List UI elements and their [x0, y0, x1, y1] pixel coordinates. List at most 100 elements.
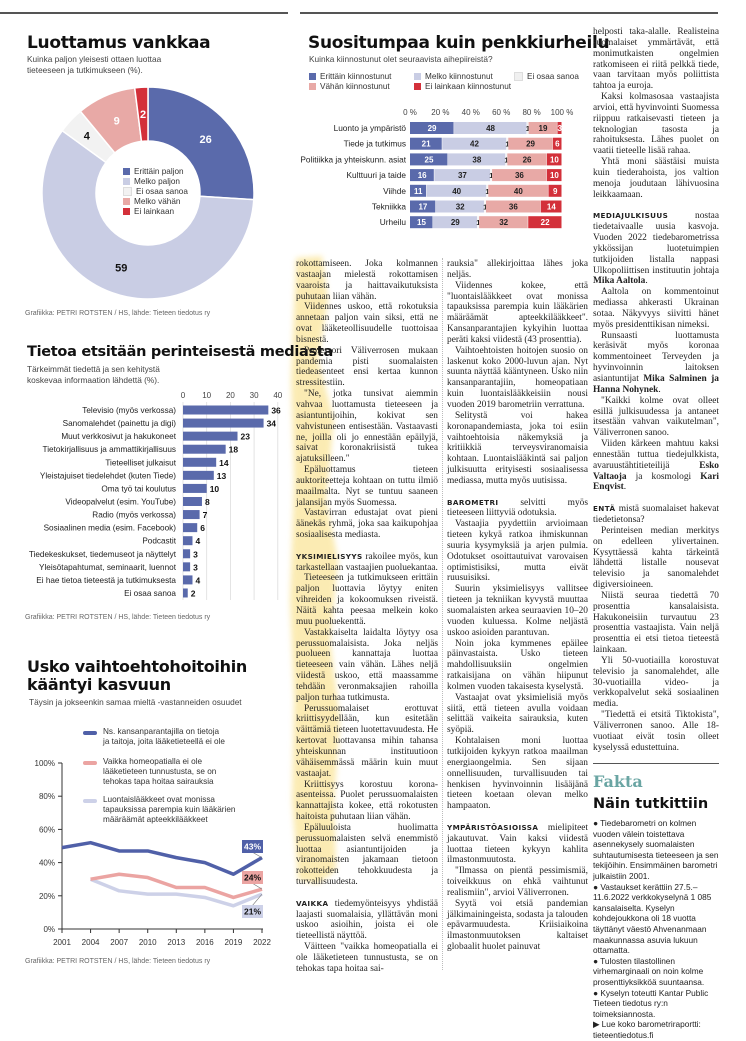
- bar-value-label: 4: [195, 575, 200, 585]
- pie-chart-title: Luottamus vankkaa: [27, 33, 211, 53]
- article-column-1: rokottamiseen. Joka kolmannen vastaajan …: [296, 259, 438, 975]
- category-label: Sosiaalinen media (esim. Facebook): [44, 524, 177, 533]
- paragraph-text: Epäluottamus tieteen auktoriteetteja koh…: [296, 465, 438, 508]
- legend-label: Ei osaa sanoa: [527, 71, 579, 81]
- legend-item: Melko paljon: [123, 176, 188, 186]
- bar: [183, 483, 207, 493]
- paragraph: "Ilmassa on pientä pessimismiä, toiveikk…: [447, 866, 588, 899]
- legend-label-line: Vaikka homeopatialla ei ole: [103, 757, 203, 766]
- legend-label-line: ja taitoja, joita lääketieteellä ei ole: [103, 737, 225, 746]
- legend-label-line: Ns. kansanparantajilla on tietoja: [103, 727, 220, 736]
- bar-value-label: 13: [217, 471, 227, 481]
- stacked-bar-segment: [486, 200, 541, 213]
- category-label: Tietokirjallisuus ja ammattikirjallisuus: [43, 445, 176, 454]
- paragraph-text: rakoilee myös, kun tarkastellaan vastaaj…: [296, 551, 438, 573]
- person-name: Kari Enqvist: [593, 471, 719, 493]
- x-tick-label: 60 %: [492, 108, 510, 117]
- stacked-legend: Erittäin kiinnostunut Melko kiinnostunut E…: [309, 71, 589, 91]
- stacked-bar-segment: [435, 200, 484, 213]
- bar-value-label: 34: [267, 419, 277, 429]
- stacked-bar-segment: [528, 216, 562, 229]
- paragraph: "Tiedettä ei etsitä Tiktokista", Väliver…: [593, 710, 719, 753]
- category-label: Ei osaa sanoa: [124, 589, 176, 598]
- paragraph-text: Syytä voi etsiä pandemian jälkimainingei…: [447, 898, 588, 953]
- paragraph: Professori Väliverrosen mukaan pandemia …: [296, 346, 438, 389]
- paragraph: rokottamiseen. Joka kolmannen vastaajan …: [296, 259, 438, 302]
- stacked-bar-segment: [477, 216, 479, 229]
- column-divider: [442, 258, 443, 970]
- paragraph: Noin joka kymmenes epäilee päinvastaista…: [447, 639, 588, 693]
- legend-swatch: [123, 177, 130, 185]
- paragraph-text: Vastaajia pyydettiin arvioimaan tieteen …: [447, 519, 588, 584]
- paragraph: Viiden kärkeen mahtuu kaksi ennestään tu…: [593, 439, 719, 493]
- legend-label-line: lääketieteen tunnustusta, se on: [103, 767, 217, 776]
- x-tick-label: 20: [226, 391, 235, 400]
- segment-value-label: 25: [425, 155, 434, 164]
- legend-swatch: [309, 72, 316, 80]
- bar: [183, 457, 217, 467]
- paragraph-text: Kohtalaisen moni luottaa tutkijoiden kyk…: [447, 736, 588, 812]
- stacked-bar-segment: [505, 153, 507, 166]
- segment-value-label: 1: [483, 203, 487, 212]
- stacked-bar-segment: [410, 169, 434, 182]
- stacked-bar-segment: [433, 216, 478, 229]
- media-chart-subtitle: Tärkeimmät tiedettä ja sen kehitystä kos…: [27, 364, 160, 385]
- stacked-bar-segment: [410, 216, 433, 229]
- stacked-bar-segment: [410, 153, 448, 166]
- legend-item: Melko vähän: [123, 196, 188, 206]
- segment-value-label: 14: [547, 203, 556, 212]
- paragraph-text: Perussuomalaiset erottuvat kriittisyydel…: [296, 703, 438, 779]
- category-label: Kulttuuri ja taide: [347, 170, 407, 180]
- paragraph: Viidennes kokee, että "luontaislääkkeet …: [447, 281, 588, 346]
- paragraph-text: Kaksi kolmasosaa vastaajista arvioi, ett…: [593, 92, 719, 157]
- category-label: Yleisötapahtumat, seminaarit, luennot: [39, 563, 177, 572]
- x-tick-label: 0: [181, 391, 186, 400]
- legend-label-line: tapauksissa parempia kuin lääkärien: [103, 805, 236, 814]
- paragraph-text: Professori Väliverrosen mukaan pandemia …: [296, 345, 438, 389]
- segment-value-label: 15: [417, 218, 426, 227]
- legend-item: Vähän kiinnostunut: [309, 81, 414, 91]
- paragraph: Selitystä voi hakea koronapandemiasta, j…: [447, 411, 588, 487]
- x-tick-label: 40 %: [462, 108, 480, 117]
- paragraph: Kriittisyys korostuu korona-asenteissa. …: [296, 780, 438, 823]
- legend-item: Erittäin kiinnostunut: [309, 71, 414, 81]
- paragraph-text: Noin joka kymmenes epäilee päinvastaista…: [447, 638, 588, 692]
- x-tick-label: 2016: [196, 938, 214, 947]
- person-name: Mika Salminen ja Hanna Nohynek: [593, 374, 719, 395]
- line-chart-title: Usko vaihtoehtohoitoihin kääntyi kasvuun: [27, 658, 247, 694]
- paragraph-text: Perinteisen median merkitys on edelleen …: [593, 525, 719, 591]
- x-tick-label: 2022: [253, 938, 271, 947]
- segment-value-label: 48: [486, 124, 495, 133]
- category-label: Urheilu: [380, 217, 407, 227]
- stacked-bar-segment: [546, 169, 562, 182]
- paragraph-text: Runsaasti luottamusta keräsivät myös kor…: [593, 330, 719, 384]
- category-label: Tieteelliset julkaisut: [105, 458, 176, 467]
- x-tick-label: 10: [202, 391, 211, 400]
- end-value-label: 43%: [244, 842, 261, 852]
- label-leader: [251, 893, 263, 907]
- x-tick-label: 2007: [110, 938, 128, 947]
- paragraph-text: Yli 50-vuotiailla korostuvat televisio j…: [593, 655, 719, 710]
- paragraph-text: mistä suomalaiset hakevat tiedetietonsa?: [593, 504, 719, 525]
- legend-label: Melko kiinnostunut: [425, 71, 493, 81]
- bar: [183, 588, 188, 598]
- bar: [183, 575, 193, 585]
- highlighter-mark: [290, 256, 340, 884]
- y-tick-label: 60%: [39, 825, 55, 834]
- segment-value-label: 1: [505, 140, 509, 149]
- category-label: Muut verkkosivut ja hakukoneet: [61, 432, 176, 441]
- category-label: Televisio (myös verkossa): [82, 406, 176, 415]
- paragraph-text: Vastakkaiselta laidalta löytyy osa perus…: [296, 627, 438, 703]
- legend-item: Erittäin paljon: [123, 166, 188, 176]
- legend-label: Ns. kansanparantajilla on tietoja ja tait…: [103, 727, 225, 747]
- legend-swatch: [309, 82, 316, 90]
- paragraph-text: ja kosmologi: [626, 471, 701, 482]
- segment-value-label: 17: [418, 203, 427, 212]
- bar: [183, 418, 264, 428]
- line-chart-subtitle: Täysin ja jokseenkin samaa mieltä -vasta…: [29, 697, 242, 707]
- bar: [183, 523, 198, 533]
- fakta-report-link[interactable]: tieteentiedotus.fi: [593, 1029, 654, 1040]
- stacked-bar-segment: [506, 137, 508, 150]
- paragraph: BAROMETRI selvitti myös tieteeseen liitt…: [447, 498, 588, 520]
- bar-value-label: 8: [205, 497, 210, 507]
